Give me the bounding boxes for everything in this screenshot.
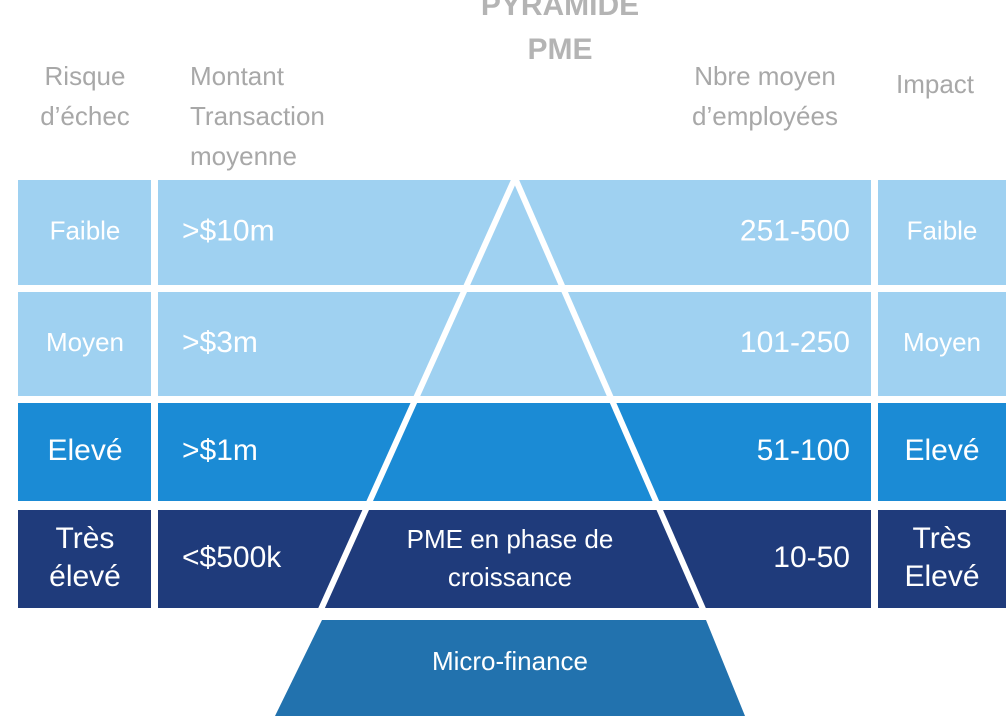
impact-cell bbox=[878, 180, 1006, 285]
impact-cell bbox=[878, 510, 1006, 608]
header-impact: Impact bbox=[896, 69, 975, 99]
employees-label: 251-500 bbox=[740, 214, 850, 247]
header-employees: d’employées bbox=[692, 101, 838, 131]
header-risk: Risque bbox=[45, 61, 126, 91]
amount-label: >$1m bbox=[182, 434, 258, 467]
amount-label: >$10m bbox=[182, 214, 275, 247]
impact-label: Faible bbox=[907, 215, 978, 245]
header-employees: Nbre moyen bbox=[694, 61, 836, 91]
header-amount: moyenne bbox=[190, 141, 297, 171]
micro-finance-base bbox=[275, 620, 745, 716]
middle-cell bbox=[158, 180, 871, 285]
impact-label: Elevé bbox=[904, 560, 979, 593]
amount-label: >$3m bbox=[182, 326, 258, 359]
impact-label: Elevé bbox=[904, 434, 979, 467]
growth-label: PME en phase de bbox=[407, 524, 614, 554]
base-label: Micro-finance bbox=[432, 646, 588, 676]
header-amount: Transaction bbox=[190, 101, 325, 131]
impact-label: Très bbox=[913, 522, 972, 555]
growth-label: croissance bbox=[448, 562, 572, 592]
pyramid-right-edge bbox=[512, 176, 709, 618]
risk-cell bbox=[18, 403, 151, 501]
header-risk: d’échec bbox=[40, 101, 130, 131]
pyramid-left-edge bbox=[315, 176, 518, 618]
risk-label: élevé bbox=[49, 560, 121, 593]
middle-cell bbox=[158, 510, 871, 608]
risk-cell bbox=[18, 180, 151, 285]
employees-label: 101-250 bbox=[740, 326, 850, 359]
title: PME bbox=[527, 33, 592, 66]
risk-label: Elevé bbox=[47, 434, 122, 467]
employees-label: 51-100 bbox=[757, 434, 850, 467]
risk-label: Moyen bbox=[46, 327, 124, 357]
impact-cell bbox=[878, 292, 1006, 396]
middle-cell bbox=[158, 292, 871, 396]
header-amount: Montant bbox=[190, 61, 285, 91]
risk-label: Très bbox=[56, 522, 115, 555]
impact-label: Moyen bbox=[903, 327, 981, 357]
risk-cell bbox=[18, 292, 151, 396]
risk-label: Faible bbox=[50, 215, 121, 245]
risk-cell bbox=[18, 510, 151, 608]
amount-label: <$500k bbox=[182, 541, 282, 574]
middle-cell bbox=[158, 403, 871, 501]
employees-label: 10-50 bbox=[773, 541, 850, 574]
title: PYRAMIDE bbox=[481, 0, 639, 22]
impact-cell bbox=[878, 403, 1006, 501]
